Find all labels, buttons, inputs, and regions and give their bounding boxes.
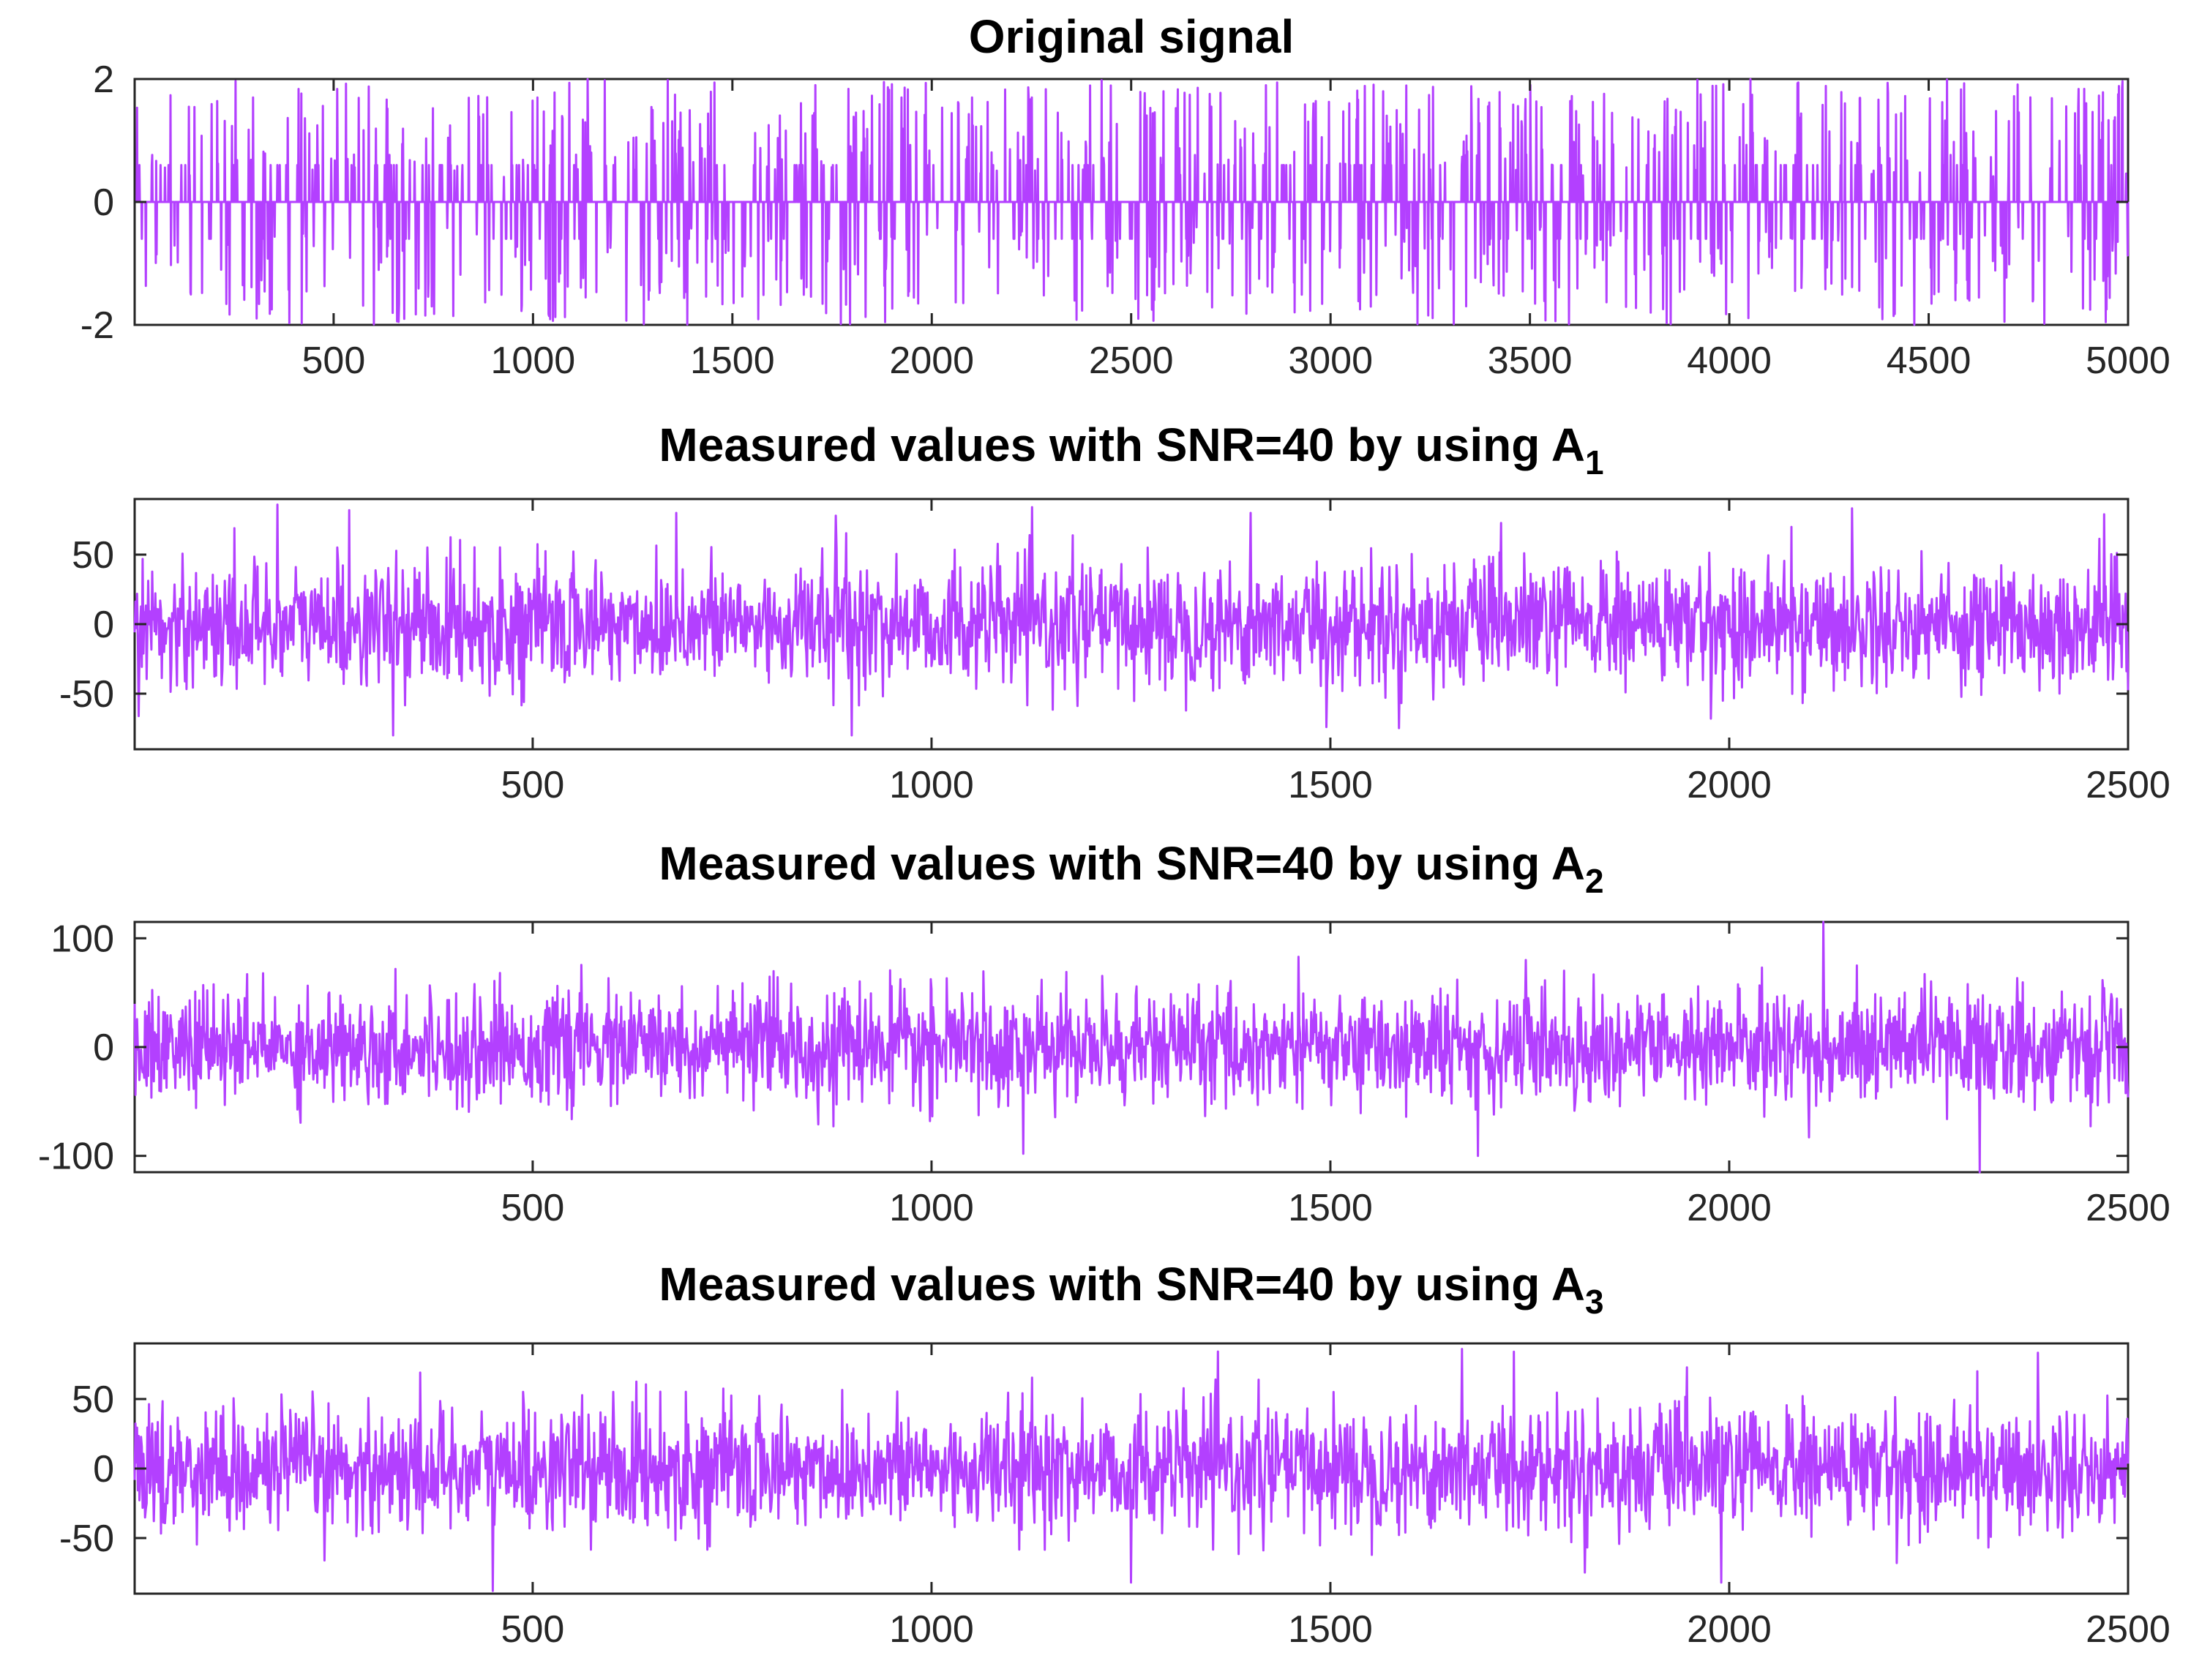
y-tick-label: 100 (50, 918, 114, 960)
x-tick-label: 2500 (1089, 340, 1174, 382)
x-tick-label: 2000 (1687, 764, 1772, 806)
y-tick-label: 50 (72, 534, 114, 577)
x-tick-label: 2500 (2086, 1187, 2171, 1229)
x-tick-label: 1000 (889, 1608, 974, 1651)
x-tick-label: 4000 (1687, 340, 1772, 382)
chart-title: Original signal (969, 10, 1295, 63)
panel-measured-a3: Measured values with SNR=40 by using A3 … (59, 1258, 2171, 1651)
panel-original-signal: Original signal 500 1000 1500 2000 2500 3000 3… (80, 10, 2171, 382)
x-tick-label: 1000 (889, 1187, 974, 1229)
axis-ticks: 500 1000 1500 2000 2500 -50 0 50 (59, 1343, 2171, 1651)
x-tick-label: 1000 (889, 764, 974, 806)
series-line (134, 78, 2130, 326)
x-tick-label: 3500 (1488, 340, 1573, 382)
y-tick-label: 0 (93, 181, 114, 224)
x-tick-label: 1500 (1288, 1187, 1373, 1229)
series-group (133, 503, 2130, 737)
x-tick-label: 5000 (2086, 340, 2171, 382)
y-tick-label: -100 (38, 1136, 114, 1178)
x-tick-label: 4500 (1887, 340, 1971, 382)
x-tick-label: 500 (501, 764, 565, 806)
x-tick-label: 1500 (690, 340, 775, 382)
y-tick-label: -2 (80, 304, 114, 347)
x-tick-label: 2500 (2086, 1608, 2171, 1651)
x-tick-label: 1000 (491, 340, 576, 382)
x-tick-label: 500 (501, 1608, 565, 1651)
x-tick-label: 500 (501, 1187, 565, 1229)
x-tick-label: 500 (302, 340, 366, 382)
chart-title: Measured values with SNR=40 by using A1 (659, 419, 1603, 481)
x-tick-label: 2000 (1687, 1187, 1772, 1229)
y-tick-label: -50 (59, 1518, 114, 1560)
x-tick-label: 1500 (1288, 1608, 1373, 1651)
panel-measured-a1: Measured values with SNR=40 by using A1 … (59, 419, 2171, 806)
axis-ticks: 500 1000 1500 2000 2500 3000 3500 4000 4500 5000 -… (80, 59, 2171, 382)
chart-title: Measured values with SNR=40 by using A3 (659, 1258, 1603, 1321)
series-group (133, 920, 2130, 1174)
y-tick-label: 2 (93, 59, 114, 101)
series-line (133, 920, 2130, 1174)
axis-ticks: 500 1000 1500 2000 2500 -50 0 50 (59, 499, 2171, 806)
x-tick-label: 2500 (2086, 764, 2171, 806)
y-tick-label: 0 (93, 604, 114, 646)
panel-measured-a2: Measured values with SNR=40 by using A2 … (38, 837, 2171, 1229)
x-tick-label: 1500 (1288, 764, 1373, 806)
x-tick-label: 2000 (1687, 1608, 1772, 1651)
x-tick-label: 2000 (889, 340, 974, 382)
series-line (133, 503, 2130, 737)
chart-title: Measured values with SNR=40 by using A2 (659, 837, 1603, 900)
y-tick-label: 50 (72, 1379, 114, 1421)
series-group (133, 1348, 2130, 1592)
y-tick-label: 0 (93, 1027, 114, 1069)
series-line (133, 1348, 2130, 1592)
y-tick-label: -50 (59, 673, 114, 716)
x-tick-label: 3000 (1288, 340, 1373, 382)
axis-ticks: 500 1000 1500 2000 2500 -100 0 100 (38, 918, 2171, 1229)
series-group (134, 78, 2130, 326)
y-tick-label: 0 (93, 1448, 114, 1490)
